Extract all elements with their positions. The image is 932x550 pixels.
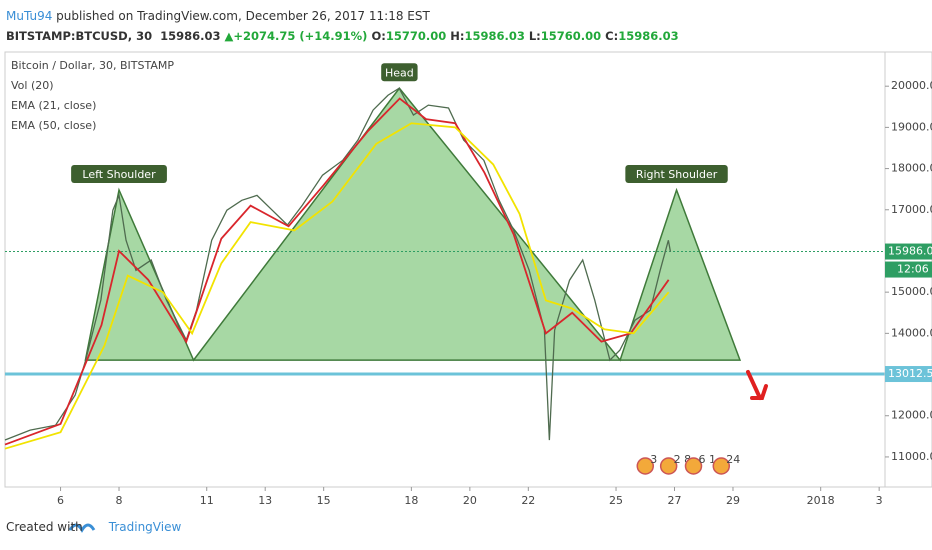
pattern-label: Left Shoulder (82, 168, 156, 181)
ohlc-value: 15986.03 (618, 29, 679, 43)
price-line (4, 122, 670, 450)
symbol: BITSTAMP:BTCUSD, 30 (6, 29, 153, 43)
x-tick-label: 25 (609, 494, 623, 507)
ohlc-key: L: (528, 29, 541, 43)
last: 15986.03 (160, 29, 221, 43)
ohlc-value: 15770.00 (385, 29, 447, 43)
brand[interactable]: TradingView (108, 520, 182, 534)
legend-entry: Vol (20) (11, 79, 54, 92)
author[interactable]: MuTu94 (6, 9, 53, 23)
x-tick-label: 22 (521, 494, 535, 507)
x-tick-label: 27 (668, 494, 682, 507)
y-tick-label: 14000.00 (891, 326, 932, 339)
created: Created with (6, 520, 83, 534)
x-tick-label: 29 (726, 494, 740, 507)
ohlc-key: H: (450, 29, 465, 43)
publish-line: MuTu94 published on TradingView.com, Dec… (6, 6, 683, 26)
event-label: 24 (726, 453, 740, 466)
y-tick-label: 19000.00 (891, 120, 932, 133)
level-label: 13012.50 (888, 367, 932, 380)
event-icon (636, 457, 655, 475)
x-tick-label: 8 (116, 494, 123, 507)
ohlc-key: C: (605, 29, 619, 43)
x-tick-label: 13 (258, 494, 272, 507)
x-tick-label: 20 (463, 494, 477, 507)
x-tick-label: 11 (200, 494, 214, 507)
ohlc: O:15770.00 H:15986.03 L:15760.00 C:15986.03 (371, 29, 682, 43)
event-icon (684, 457, 703, 475)
pattern-label-bg (71, 164, 167, 183)
countdown: 12:06 (897, 263, 929, 276)
arrow (746, 370, 768, 400)
y-tick-label: 15000.00 (891, 285, 932, 298)
x-tick-label: 6 (57, 494, 64, 507)
level-tag (885, 366, 932, 383)
x-tick-label: 2018 (807, 494, 835, 507)
x-tick-label: 3 (876, 494, 883, 507)
footer: Created with TradingView (6, 520, 181, 534)
logo (68, 523, 96, 533)
pattern-label: Right Shoulder (636, 168, 718, 181)
countdown-tag (885, 261, 932, 278)
y-tick-label: 11000.00 (891, 450, 932, 463)
event-icon (659, 457, 678, 475)
header: MuTu94 published on TradingView.com, Dec… (6, 6, 683, 46)
legend-entry: EMA (50, close) (11, 119, 96, 132)
y-tick-label: 18000.00 (891, 162, 932, 175)
ohlc-key: O: (371, 29, 386, 43)
ohlc-value: 15986.03 (464, 29, 525, 43)
event-icon (712, 457, 731, 475)
x-tick-label: 18 (404, 494, 418, 507)
price-line (4, 87, 672, 441)
x-tick-label: 15 (317, 494, 331, 507)
y-tick-label: 17000.00 (891, 203, 932, 216)
price-line (4, 97, 670, 446)
published: published on TradingView.com, December 2… (56, 9, 430, 23)
event-label: 6 1 (699, 453, 717, 466)
legend-entry: Bitcoin / Dollar, 30, BITSTAMP (11, 59, 174, 72)
y-tick-label: 20000.00 (891, 79, 932, 92)
event-label: 3 (650, 453, 657, 466)
pattern-label-bg (625, 164, 728, 183)
change: ▲+2074.75 (+14.91%) (224, 29, 368, 43)
pattern-label-bg (381, 63, 418, 82)
level-label: 15986.03 (888, 245, 932, 258)
pattern-label: Head (385, 66, 414, 79)
legend-entry: EMA (21, close) (11, 99, 96, 112)
y-tick-label: 12000.00 (891, 409, 932, 422)
ohlc-value: 15760.00 (540, 29, 602, 43)
level-tag (885, 243, 932, 260)
symbol-line: BITSTAMP:BTCUSD, 30 15986.03 ▲+2074.75 (… (6, 26, 683, 46)
